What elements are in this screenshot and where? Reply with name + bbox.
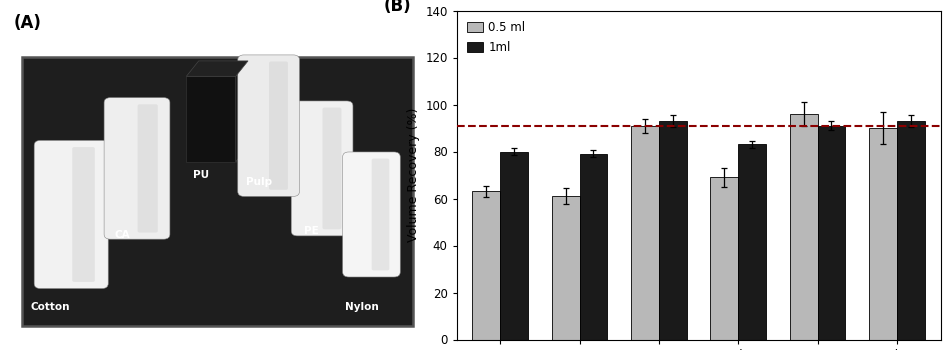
FancyBboxPatch shape: [343, 152, 400, 277]
FancyBboxPatch shape: [269, 62, 288, 190]
Polygon shape: [186, 61, 248, 76]
FancyBboxPatch shape: [292, 101, 353, 236]
FancyBboxPatch shape: [371, 159, 389, 271]
Text: (B): (B): [384, 0, 411, 15]
Y-axis label: Volume Recovery (%): Volume Recovery (%): [407, 108, 420, 242]
Bar: [580, 154, 607, 340]
Text: Pulp: Pulp: [246, 177, 272, 187]
FancyBboxPatch shape: [322, 107, 341, 229]
Text: PE: PE: [304, 226, 318, 236]
Legend: 0.5 ml, 1ml: 0.5 ml, 1ml: [463, 16, 530, 59]
FancyBboxPatch shape: [138, 104, 158, 232]
Bar: [631, 126, 659, 340]
Bar: [869, 128, 897, 340]
Text: CA: CA: [114, 230, 130, 239]
Bar: [659, 121, 687, 340]
FancyBboxPatch shape: [72, 147, 95, 282]
Bar: [738, 145, 766, 340]
Text: Nylon: Nylon: [345, 302, 378, 312]
Bar: [472, 191, 501, 340]
Polygon shape: [236, 61, 248, 162]
Bar: [711, 177, 738, 340]
Text: Cotton: Cotton: [30, 302, 69, 312]
Bar: [186, 76, 236, 162]
Bar: [897, 121, 924, 340]
Bar: [501, 152, 528, 340]
Text: PU: PU: [193, 170, 209, 180]
Text: (A): (A): [13, 14, 42, 32]
Bar: [552, 196, 580, 340]
FancyBboxPatch shape: [34, 140, 108, 288]
Bar: [818, 126, 846, 340]
FancyBboxPatch shape: [104, 98, 170, 239]
FancyBboxPatch shape: [22, 57, 412, 326]
FancyBboxPatch shape: [238, 55, 299, 196]
Bar: [789, 114, 818, 340]
